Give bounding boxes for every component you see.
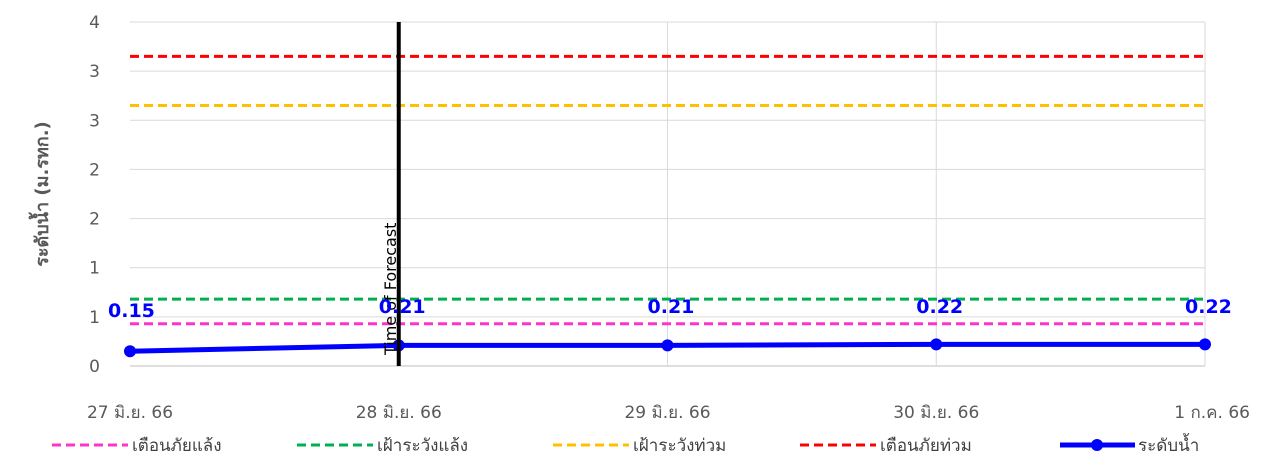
water-level-point [930,338,943,351]
x-axis-ticks: 27 มิ.ย. 66 28 มิ.ย. 66 29 มิ.ย. 66 30 มิ.ย… [87,403,1250,423]
data-label: 0.22 [916,296,963,318]
data-label: 0.21 [379,296,426,318]
y-tick-label: 3 [89,62,100,82]
legend-swatch-marker [1091,439,1103,451]
legend-label: เฝ้าระวังแล้ง [377,436,468,456]
forecast-label: Time of Forecast [381,223,400,356]
legend-label: เตือนภัยท่วม [880,436,972,456]
legend: เตือนภัยแล้ง เฝ้าระวังแล้ง เฝ้าระวังท่วม เต… [52,433,1199,456]
legend-label: ระดับน้ำ [1138,433,1199,456]
x-tick-label: 30 มิ.ย. 66 [893,403,979,423]
y-axis-label: ระดับน้ำ (ม.รทก.) [28,121,53,267]
series-lines [124,54,1211,358]
y-tick-label: 3 [89,111,100,131]
y-tick-label: 1 [89,259,100,279]
water-level-point [124,345,136,358]
x-tick-label: 29 มิ.ย. 66 [624,403,710,423]
water-level-point [1199,338,1211,351]
legend-label: เฝ้าระวังท่วม [633,436,726,456]
forecast-marker: Time of Forecast [381,22,401,366]
data-labels: 0.15 0.21 0.21 0.22 0.22 [108,296,1232,322]
grid [130,21,1206,367]
y-axis-ticks: 0 1 1 2 2 3 3 4 [89,13,100,377]
data-label: 0.15 [108,300,155,322]
legend-label: เตือนภัยแล้ง [132,436,222,456]
x-tick-label: 1 ก.ค. 66 [1174,403,1250,423]
y-tick-label: 0 [89,357,100,377]
y-tick-label: 2 [89,160,100,180]
x-tick-label: 27 มิ.ย. 66 [87,403,173,423]
y-tick-label: 1 [89,308,100,328]
y-tick-label: 2 [89,210,100,230]
x-tick-label: 28 มิ.ย. 66 [356,403,442,423]
data-label: 0.21 [648,296,695,318]
water-level-point [661,339,674,352]
data-label: 0.22 [1185,296,1232,318]
y-tick-label: 4 [89,13,100,33]
